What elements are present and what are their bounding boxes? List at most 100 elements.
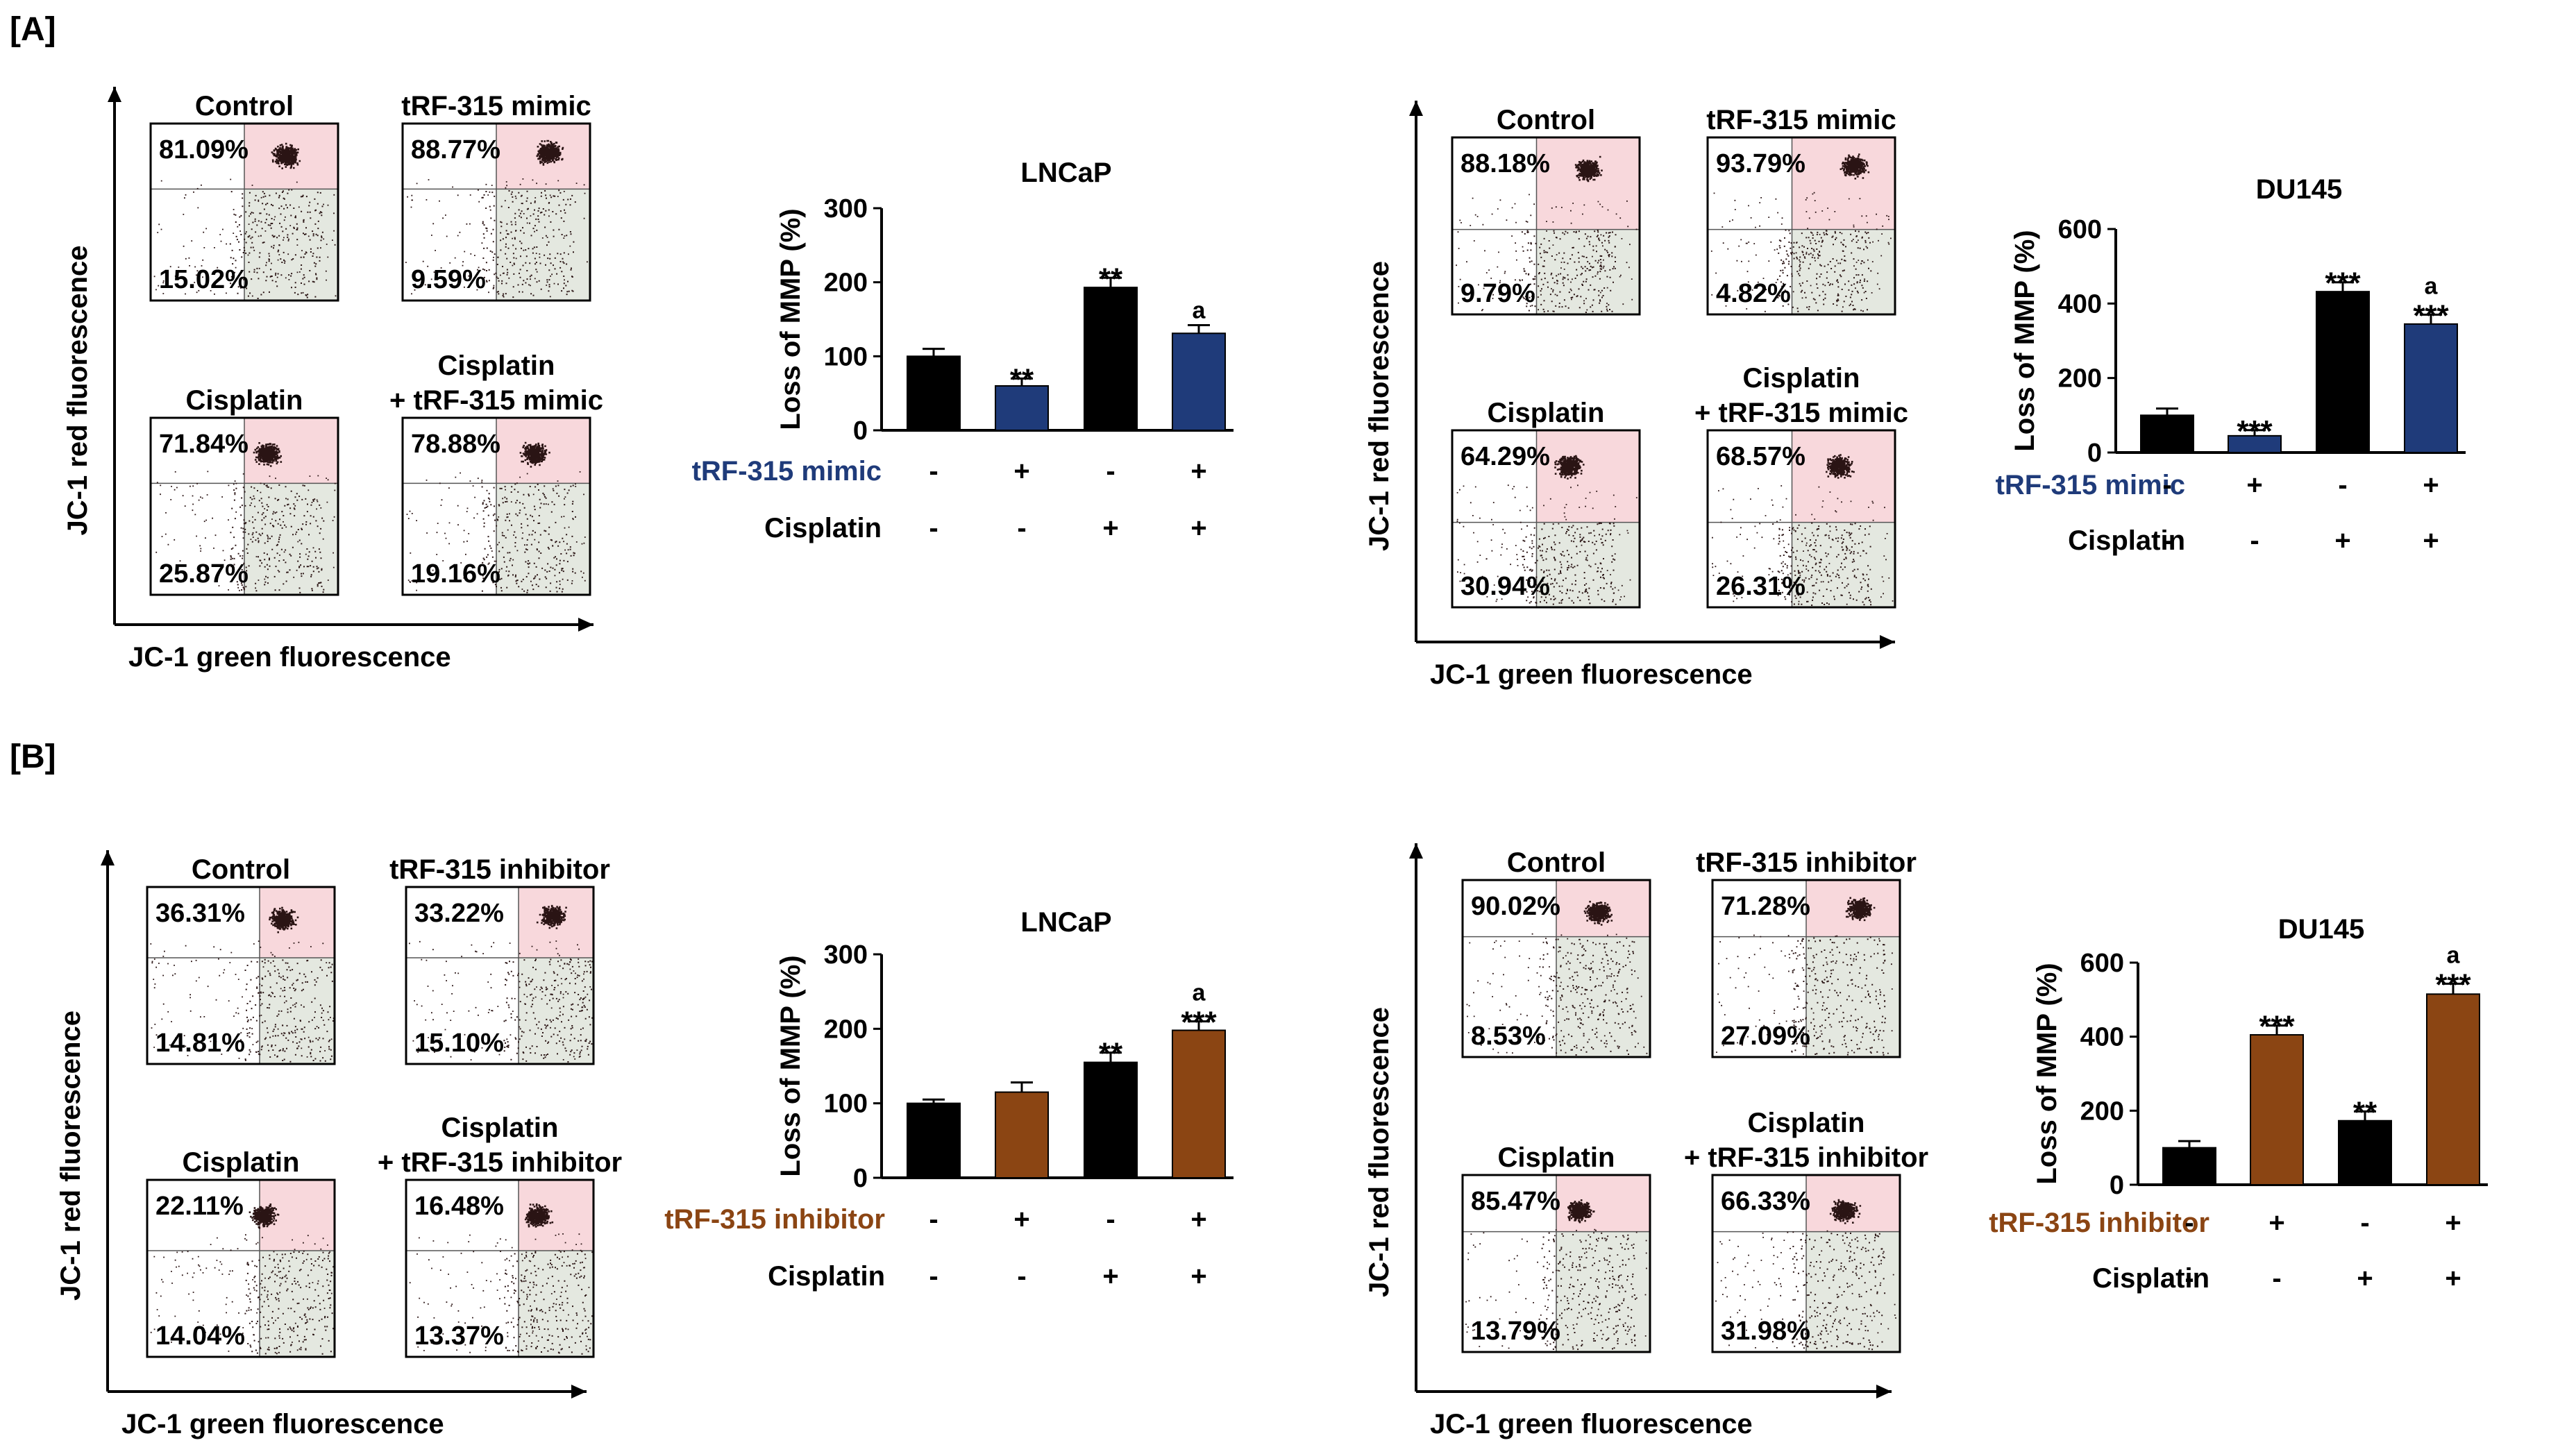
- treatment-sign: -: [1017, 1261, 1026, 1292]
- y-tick-label: 0: [853, 416, 868, 446]
- y-tick-label: 200: [2058, 364, 2102, 394]
- treatment-row-label: tRF-315 mimic: [692, 456, 882, 487]
- treatment-sign: -: [2272, 1263, 2281, 1294]
- lower-right-quadrant: [244, 483, 338, 595]
- y-tick-label: 0: [2087, 439, 2102, 468]
- upper-quadrant-percent: 78.88%: [411, 430, 500, 459]
- lower-right-quadrant: [1536, 229, 1640, 314]
- bar-4: [2426, 993, 2480, 1186]
- upper-quadrant-percent: 71.84%: [159, 430, 249, 459]
- treatment-sign: +: [2357, 1263, 2373, 1294]
- event-dots: [155, 442, 336, 593]
- lower-quadrant-percent: 27.09%: [1721, 1022, 1810, 1051]
- flow-du145-a: JC-1 red fluorescence JC-1 green fluoresc…: [1364, 101, 1908, 690]
- significance-a: a: [1193, 980, 1206, 1006]
- dot-plot: Cisplatin 64.29% 30.94%: [1451, 398, 1641, 609]
- bar-3: [2338, 1119, 2392, 1185]
- treatment-sign: +: [1190, 1261, 1206, 1292]
- significance-stars: ***: [2259, 1010, 2295, 1044]
- dot-plot-frame: [401, 416, 591, 596]
- lower-right-quadrant: [1806, 1231, 1900, 1352]
- treatment-sign: +: [1190, 456, 1206, 487]
- treatment-row-label: Cisplatin: [2092, 1263, 2209, 1294]
- treatment-sign: -: [929, 1204, 938, 1235]
- lower-quadrant-percent: 13.79%: [1471, 1317, 1560, 1346]
- treatment-sign: +: [2334, 525, 2350, 556]
- dot-plot-subtitle: + tRF-315 inhibitor: [1684, 1142, 1928, 1173]
- event-dots: [1456, 155, 1638, 313]
- lower-right-quadrant: [1806, 936, 1900, 1057]
- panel-label-a: [A]: [10, 11, 56, 48]
- treatment-sign: -: [2360, 1208, 2369, 1238]
- upper-quadrant-percent: 22.11%: [155, 1192, 244, 1221]
- dot-plot-frame: [1451, 429, 1641, 609]
- dot-plot: Cisplatin 22.11% 14.04%: [146, 1147, 336, 1358]
- chart-title: DU145: [2278, 914, 2365, 945]
- event-dots: [1715, 1199, 1896, 1351]
- dot-plot-title: tRF-315 mimic: [401, 91, 591, 121]
- lower-quadrant-percent: 31.98%: [1721, 1317, 1810, 1346]
- y-axis-arrow: [101, 850, 115, 865]
- bar-2: [2250, 1034, 2304, 1185]
- dot-plot-title: Cisplatin: [1743, 363, 1860, 394]
- y-axis-title: JC-1 red fluorescence: [56, 1011, 86, 1301]
- x-axis-arrow: [571, 1385, 587, 1398]
- dot-plot-frame: [401, 122, 591, 302]
- significance-stars: **: [1099, 1037, 1123, 1071]
- lower-quadrant-percent: 8.53%: [1471, 1022, 1546, 1051]
- x-axis-title: JC-1 green fluorescence: [1430, 659, 1753, 690]
- dot-plot-title: Cisplatin: [183, 1147, 300, 1178]
- x-axis-title: JC-1 green fluorescence: [1430, 1409, 1753, 1439]
- dot-plot-title: Cisplatin: [1498, 1142, 1615, 1173]
- significance-a: a: [2425, 273, 2439, 299]
- y-tick-label: 200: [824, 1015, 868, 1044]
- upper-quadrant-percent: 85.47%: [1471, 1187, 1560, 1216]
- flow-lncap-a: JC-1 red fluorescence JC-1 green fluoresc…: [62, 87, 603, 673]
- y-axis-arrow: [1409, 101, 1423, 116]
- treatment-row-label: Cisplatin: [764, 513, 882, 543]
- lower-quadrant-percent: 15.10%: [414, 1029, 504, 1058]
- lower-quadrant-percent: 13.37%: [414, 1321, 504, 1351]
- upper-right-quadrant: [1792, 430, 1895, 523]
- dot-plot-frame: [1711, 879, 1901, 1058]
- y-axis-arrow: [1409, 843, 1423, 859]
- y-tick-label: 400: [2080, 1023, 2124, 1052]
- bar-4: [1172, 332, 1226, 431]
- bar-4: [2404, 323, 2458, 453]
- upper-right-quadrant: [260, 1180, 335, 1251]
- event-dot-cloud: [1716, 897, 1893, 1056]
- event-dots: [1710, 153, 1892, 312]
- event-dot-cloud: [1710, 153, 1892, 312]
- dot-plot-subtitle: + tRF-315 inhibitor: [378, 1147, 622, 1178]
- lower-right-quadrant: [1792, 229, 1895, 314]
- flow-lncap-b: JC-1 red fluorescence JC-1 green fluoresc…: [56, 850, 622, 1439]
- y-tick-label: 200: [824, 269, 868, 298]
- dot-plot-title: Cisplatin: [186, 385, 303, 416]
- lower-right-quadrant: [496, 483, 590, 595]
- event-dots: [1716, 897, 1893, 1056]
- significance-stars: **: [1010, 362, 1034, 396]
- dot-plot: Control 36.31% 14.81%: [146, 854, 336, 1065]
- dot-plot: Cisplatin + tRF-315 inhibitor 66.33% 31.98%: [1684, 1108, 1928, 1353]
- chart-title: DU145: [2256, 174, 2343, 205]
- treatment-sign: +: [1190, 1204, 1206, 1235]
- y-tick-label: 100: [824, 1090, 868, 1119]
- dot-plot-frame: [146, 1178, 336, 1358]
- treatment-sign: +: [2246, 470, 2262, 500]
- dot-plot-title: Control: [192, 854, 290, 885]
- upper-quadrant-percent: 36.31%: [155, 899, 245, 928]
- treatment-row-label: tRF-315 inhibitor: [1989, 1208, 2209, 1238]
- event-dot-cloud: [155, 442, 336, 593]
- chart-title: LNCaP: [1020, 907, 1111, 938]
- dot-plot-frame: [405, 886, 595, 1065]
- lower-quadrant-percent: 15.02%: [159, 265, 249, 294]
- y-axis-title: JC-1 red fluorescence: [62, 246, 93, 536]
- treatment-sign: -: [1106, 1204, 1115, 1235]
- chart-y-axis-title: Loss of MMP (%): [775, 208, 806, 430]
- dot-plot: Cisplatin 85.47% 13.79%: [1461, 1142, 1651, 1353]
- dot-plot-frame: [149, 416, 339, 596]
- significance-a: a: [2447, 942, 2461, 968]
- lower-quadrant-percent: 30.94%: [1460, 572, 1550, 601]
- treatment-sign: -: [929, 456, 938, 487]
- dot-plot-frame: [146, 886, 336, 1065]
